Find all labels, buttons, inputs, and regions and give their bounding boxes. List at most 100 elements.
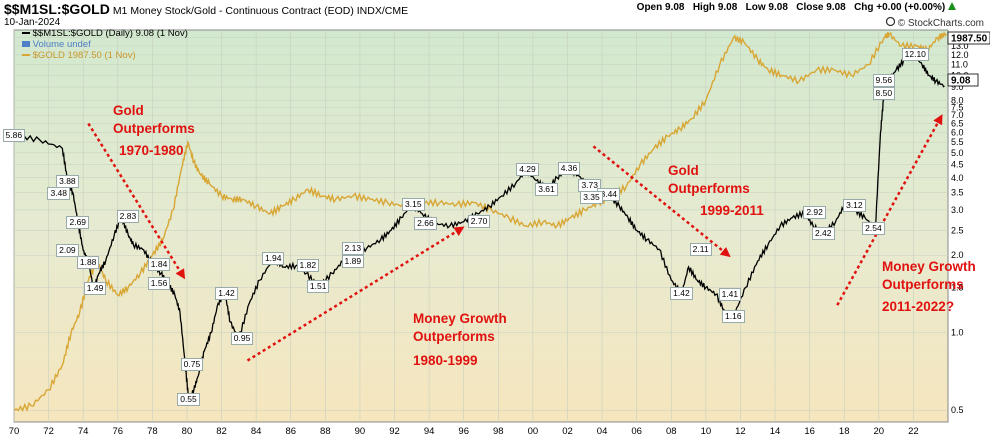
y-tick-label: 1.0 (951, 328, 964, 338)
y-tick-label: 8.0 (951, 95, 964, 105)
point-label: 2.09 (56, 243, 79, 257)
y-tick-label: 0.5 (951, 405, 964, 415)
quote-close: Close 9.08 (796, 2, 846, 13)
x-tick-label: 84 (251, 426, 262, 437)
last-gold-badge-bg (947, 31, 990, 45)
annotation-line: Outperforms (413, 329, 495, 344)
x-tick-label: 74 (78, 426, 89, 437)
x-tick-label: 72 (43, 426, 54, 437)
point-label: 2.11 (689, 242, 712, 256)
x-tick-label: 08 (666, 426, 677, 437)
point-label: 2.13 (341, 241, 365, 255)
x-tick-label: 78 (147, 426, 158, 437)
annotation-gold-1999: Gold Outperforms 1999-2011 (668, 162, 764, 220)
annotation-line: 2011-2022? (882, 299, 955, 314)
quote-change: Chg +0.00 (+0.00%) (854, 2, 946, 13)
chart-subtitle: M1 Money Stock/Gold - Continuous Contrac… (112, 5, 409, 17)
chart-title: $$M1SL:$GOLD M1 Money Stock/Gold - Contin… (4, 1, 408, 17)
triangle-up-icon (948, 2, 956, 10)
last-ratio-badge: 9.08 (951, 76, 971, 87)
point-label: 12.10 (901, 47, 929, 61)
point-label: 2.54 (862, 222, 885, 236)
legend-ratio: $$M1SL:$GOLD (Daily) 9.08 (1 Nov) (22, 28, 188, 39)
point-label: 0.95 (230, 331, 254, 345)
x-tick-label: 86 (285, 426, 296, 437)
point-label: 1.41 (718, 287, 742, 301)
point-label: 1.42 (670, 287, 693, 301)
point-label: 3.12 (843, 199, 866, 213)
annotation-line: 1970-1980 (119, 143, 184, 158)
y-tick-label: 6.0 (951, 127, 964, 137)
annotation-line: Gold (668, 163, 699, 178)
annotation-line: Money Growth (413, 311, 507, 326)
trend-arrows (87, 114, 943, 362)
legend-volume-label: Volume undef (32, 39, 91, 50)
legend-volume: Volume undef (22, 39, 91, 50)
quote-low: Low 9.08 (745, 2, 788, 13)
x-tick-label: 04 (597, 426, 608, 437)
point-label: 3.48 (47, 186, 71, 200)
annotation-line: Money Growth (882, 259, 976, 274)
point-label: 4.29 (516, 163, 539, 177)
quote-bar: Open 9.08 High 9.08 Low 9.08 Close 9.08 … (637, 2, 956, 13)
legend-gold-label: $GOLD 1987.50 (1 Nov) (32, 50, 136, 61)
x-tick-label: 10 (701, 426, 712, 437)
y-tick-label: 11.0 (951, 60, 968, 70)
point-label: 2.69 (66, 215, 90, 229)
annotation-line: 1999-2011 (700, 203, 764, 218)
point-label: 1.84 (147, 258, 171, 272)
point-label: 1.42 (215, 287, 238, 301)
annotation-money-1980: Money Growth Outperforms 1980-1999 (413, 310, 507, 370)
y-tick-label: 3.5 (951, 188, 964, 198)
point-label: 2.83 (116, 209, 140, 223)
y-tick-label: 1.5 (951, 282, 964, 292)
trend-arrow (592, 145, 731, 258)
y-tick-label: 5.0 (951, 148, 964, 158)
x-tick-label: 20 (874, 426, 885, 437)
x-axis: 70 72 74 76 78 80 82 84 86 88 90 92 94 96 98 00 02 04 06 08… (9, 426, 919, 437)
x-tick-label: 12 (735, 426, 746, 437)
x-tick-label: 00 (528, 426, 539, 437)
point-label: 2.42 (811, 227, 835, 241)
x-tick-label: 18 (839, 426, 850, 437)
watermark-text: © StockCharts.com (897, 18, 984, 29)
point-label: 1.16 (722, 309, 745, 323)
y-axis: 14.013.012.011.010.09.08.07.57.06.56.05.… (951, 33, 969, 416)
y-tick-label: 7.0 (951, 110, 964, 120)
x-tick-label: 22 (908, 426, 919, 437)
point-label: 9.56 (872, 73, 896, 87)
trend-arrow (246, 226, 465, 362)
point-label: 0.75 (180, 358, 204, 372)
x-tick-label: 16 (804, 426, 815, 437)
point-label: 2.66 (414, 216, 437, 230)
point-label: 3.88 (56, 174, 79, 188)
point-label: 1.89 (341, 255, 365, 269)
x-tick-label: 14 (770, 426, 781, 437)
x-tick-label: 98 (493, 426, 504, 437)
point-label: 4.36 (557, 161, 581, 175)
x-tick-label: 94 (424, 426, 435, 437)
point-label: 1.51 (306, 280, 330, 294)
chart-date: 10-Jan-2024 (4, 17, 61, 28)
point-label: 2.92 (803, 206, 826, 220)
annotation-money-2011: Money Growth Outperforms 2011-2022? (882, 258, 976, 316)
y-tick-label: 3.0 (951, 205, 964, 215)
point-label: 1.56 (147, 276, 171, 290)
point-label: 8.50 (872, 86, 896, 100)
x-tick-label: 92 (389, 426, 400, 437)
stockcharts-logo-icon (885, 16, 896, 27)
annotation-line: Outperforms (113, 121, 195, 136)
point-label: 1.82 (296, 259, 320, 273)
point-label: 3.61 (535, 182, 558, 196)
x-tick-label: 06 (631, 426, 642, 437)
annotation-gold-1970: Gold Outperforms 1970-1980 (113, 102, 195, 160)
y-tick-label: 2.0 (951, 250, 964, 260)
point-label: 1.88 (76, 255, 100, 269)
y-tick-label: 7.5 (951, 102, 964, 112)
chart-symbol: $$M1SL:$GOLD (4, 1, 110, 17)
last-gold-badge: 1987.50 (951, 34, 988, 45)
x-tick-label: 82 (216, 426, 227, 437)
x-tick-label: 02 (562, 426, 573, 437)
x-tick-label: 70 (9, 426, 20, 437)
